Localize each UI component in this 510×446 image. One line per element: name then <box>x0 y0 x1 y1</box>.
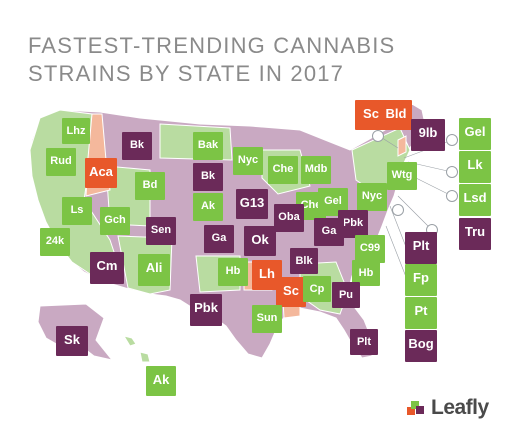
callout-marker <box>446 190 458 202</box>
strain-tile: 24k <box>40 228 70 256</box>
strain-tile: Hb <box>352 260 380 286</box>
strain-tile: Wtg <box>387 162 417 190</box>
strain-tile: Bog <box>405 330 437 362</box>
strain-tile: Che <box>268 156 298 184</box>
strain-tile: G13 <box>236 189 268 219</box>
strain-tile: C99 <box>355 235 385 263</box>
strain-tile: Ls <box>62 197 92 225</box>
title-line-2: STRAINS BY STATE IN 2017 <box>28 61 345 86</box>
strain-tile: Sk <box>56 326 88 356</box>
strain-tile: Lk <box>459 151 491 183</box>
strain-tile: Plt <box>350 329 378 355</box>
leafly-logo: Leafly <box>405 396 489 420</box>
map-title: FASTEST-TRENDING CANNABIS STRAINS BY STA… <box>28 32 395 88</box>
strain-tile: Fp <box>405 264 437 296</box>
strain-tile: Bk <box>122 132 152 160</box>
brand-wordmark: Leafly <box>431 396 489 419</box>
strain-tile: Nyc <box>233 147 263 175</box>
strain-tile: Rud <box>46 148 76 176</box>
strain-tile: Bld <box>380 100 412 130</box>
strain-tile: Blk <box>290 248 318 274</box>
strain-tile: Cm <box>90 252 124 284</box>
strain-tile: Ga <box>314 218 344 246</box>
strain-tile: Pt <box>405 297 437 329</box>
strain-tile: Ak <box>146 366 176 396</box>
strain-tile: Mdb <box>301 156 331 184</box>
strain-tile: Plt <box>405 232 437 264</box>
strain-tile: Ak <box>193 193 223 221</box>
strain-tile: Ok <box>244 226 276 256</box>
callout-marker <box>446 166 458 178</box>
strain-tile: Oba <box>274 204 304 232</box>
strain-tile: 9lb <box>411 119 445 151</box>
strain-tile: Bak <box>193 132 223 160</box>
strain-tile: Bd <box>135 172 165 200</box>
strain-tile: Pu <box>332 282 360 308</box>
strain-tile: Cp <box>303 276 331 302</box>
strain-tile: Gch <box>100 207 130 235</box>
callout-marker <box>446 134 458 146</box>
strain-tile: Aca <box>85 158 117 188</box>
strain-tile: Sc <box>276 277 306 307</box>
region-vermont <box>397 135 407 157</box>
leafly-mark-icon <box>407 401 424 415</box>
strain-tile: Gel <box>459 118 491 150</box>
strain-tile: Pbk <box>190 294 222 326</box>
strain-tile: Nyc <box>357 183 387 211</box>
strain-tile: Ga <box>204 225 234 253</box>
title-line-1: FASTEST-TRENDING CANNABIS <box>28 33 396 58</box>
strain-tile: Hb <box>218 258 248 286</box>
strain-tile: Lsd <box>459 184 491 216</box>
strain-tile: Lhz <box>62 118 90 144</box>
callout-marker <box>372 130 384 142</box>
strain-tile: Sun <box>252 305 282 333</box>
strain-tile: Sen <box>146 217 176 245</box>
strain-tile: Tru <box>459 218 491 250</box>
strain-tile: Bk <box>193 163 223 191</box>
callout-marker <box>392 204 404 216</box>
strain-tile: Ali <box>138 254 170 286</box>
